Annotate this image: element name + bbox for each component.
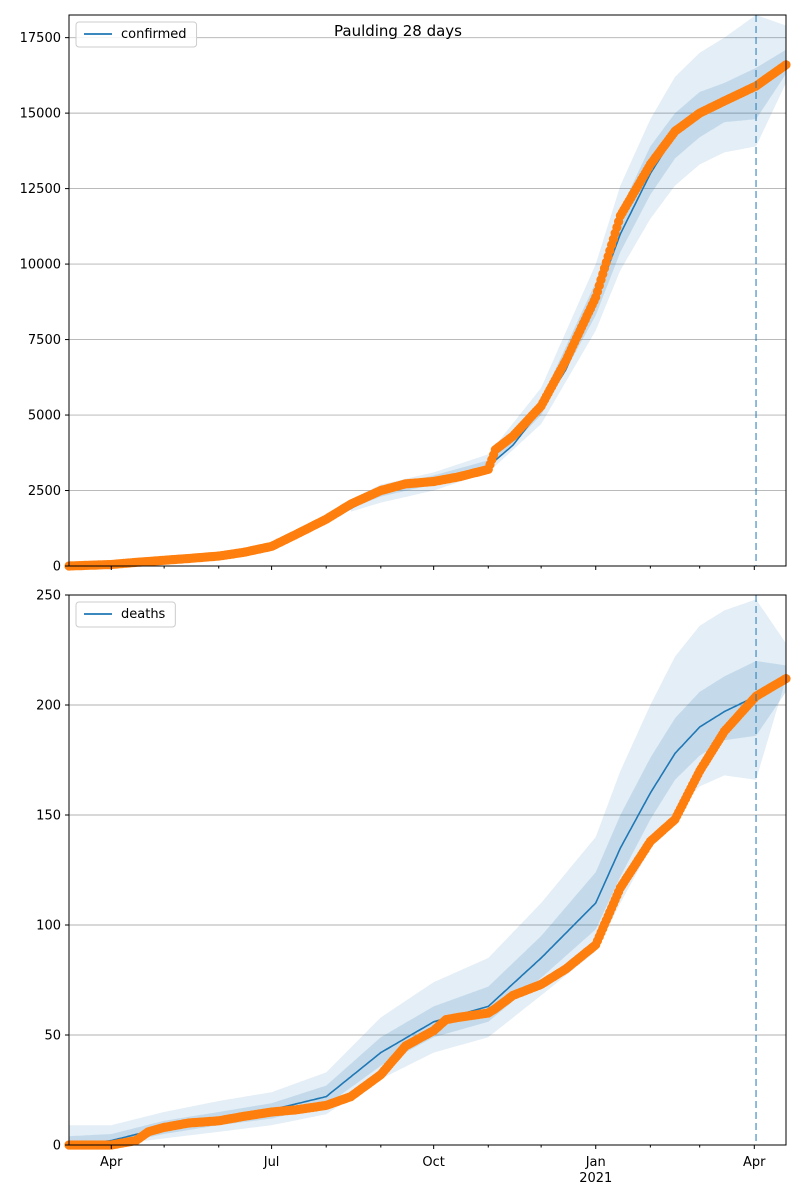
confirmed-y-tick-label: 10000 [20, 258, 61, 273]
confirmed-y-tick-label: 7500 [28, 333, 61, 348]
deaths-y-tick-label: 250 [36, 589, 61, 604]
deaths-chart-panel: 0 50 100 150 200 250 Apr Jul Oct Jan Apr 2021 death… [36, 589, 791, 1186]
chart-title: Paulding 28 days [334, 22, 462, 40]
confirmed-y-tick-label: 2500 [28, 484, 61, 499]
confirmed-y-tick-label: 12500 [20, 182, 61, 197]
deaths-x-tick-label: Apr [100, 1155, 123, 1170]
deaths-observed-points [64, 674, 791, 1150]
confirmed-axes: 0 2500 5000 7500 10000 12500 15000 17500 [20, 14, 787, 575]
deaths-legend-box [75, 601, 176, 628]
deaths-plot-frame [68, 594, 787, 1146]
confirmed-legend-label: confirmed [121, 27, 187, 42]
deaths-legend: deaths [75, 601, 176, 628]
confirmed-y-tick-label: 0 [53, 560, 61, 575]
confirmed-y-tick-label: 5000 [28, 409, 61, 424]
confirmed-grid [69, 37, 786, 491]
deaths-y-tick-label: 50 [44, 1029, 61, 1044]
confirmed-band-outer [350, 15, 786, 512]
deaths-y-tick-label: 100 [36, 919, 61, 934]
confirmed-observed-points [64, 60, 791, 571]
confirmed-legend: confirmed [75, 21, 198, 48]
deaths-x-tick-label: Jan [585, 1155, 606, 1170]
deaths-band-inner [69, 661, 786, 1145]
deaths-x-tick-label: Jul [263, 1155, 280, 1170]
deaths-x-tick-label: Apr [743, 1155, 766, 1170]
confirmed-legend-box [75, 21, 198, 48]
confirmed-y-tick-label: 17500 [20, 31, 61, 46]
deaths-y-tick-label: 200 [36, 699, 61, 714]
confirmed-plot-frame [68, 14, 787, 567]
deaths-y-tick-label: 0 [53, 1139, 61, 1154]
deaths-y-tick-label: 150 [36, 809, 61, 824]
confirmed-chart-panel: 0 2500 5000 7500 10000 12500 15000 17500 confir… [20, 14, 791, 575]
deaths-legend-label: deaths [121, 607, 166, 622]
deaths-x-year-label: 2021 [579, 1171, 612, 1186]
confirmed-y-tick-label: 15000 [20, 107, 61, 122]
deaths-x-tick-label: Oct [422, 1155, 444, 1170]
deaths-axes: 0 50 100 150 200 250 Apr Jul Oct Jan Apr 2021 [36, 589, 787, 1186]
